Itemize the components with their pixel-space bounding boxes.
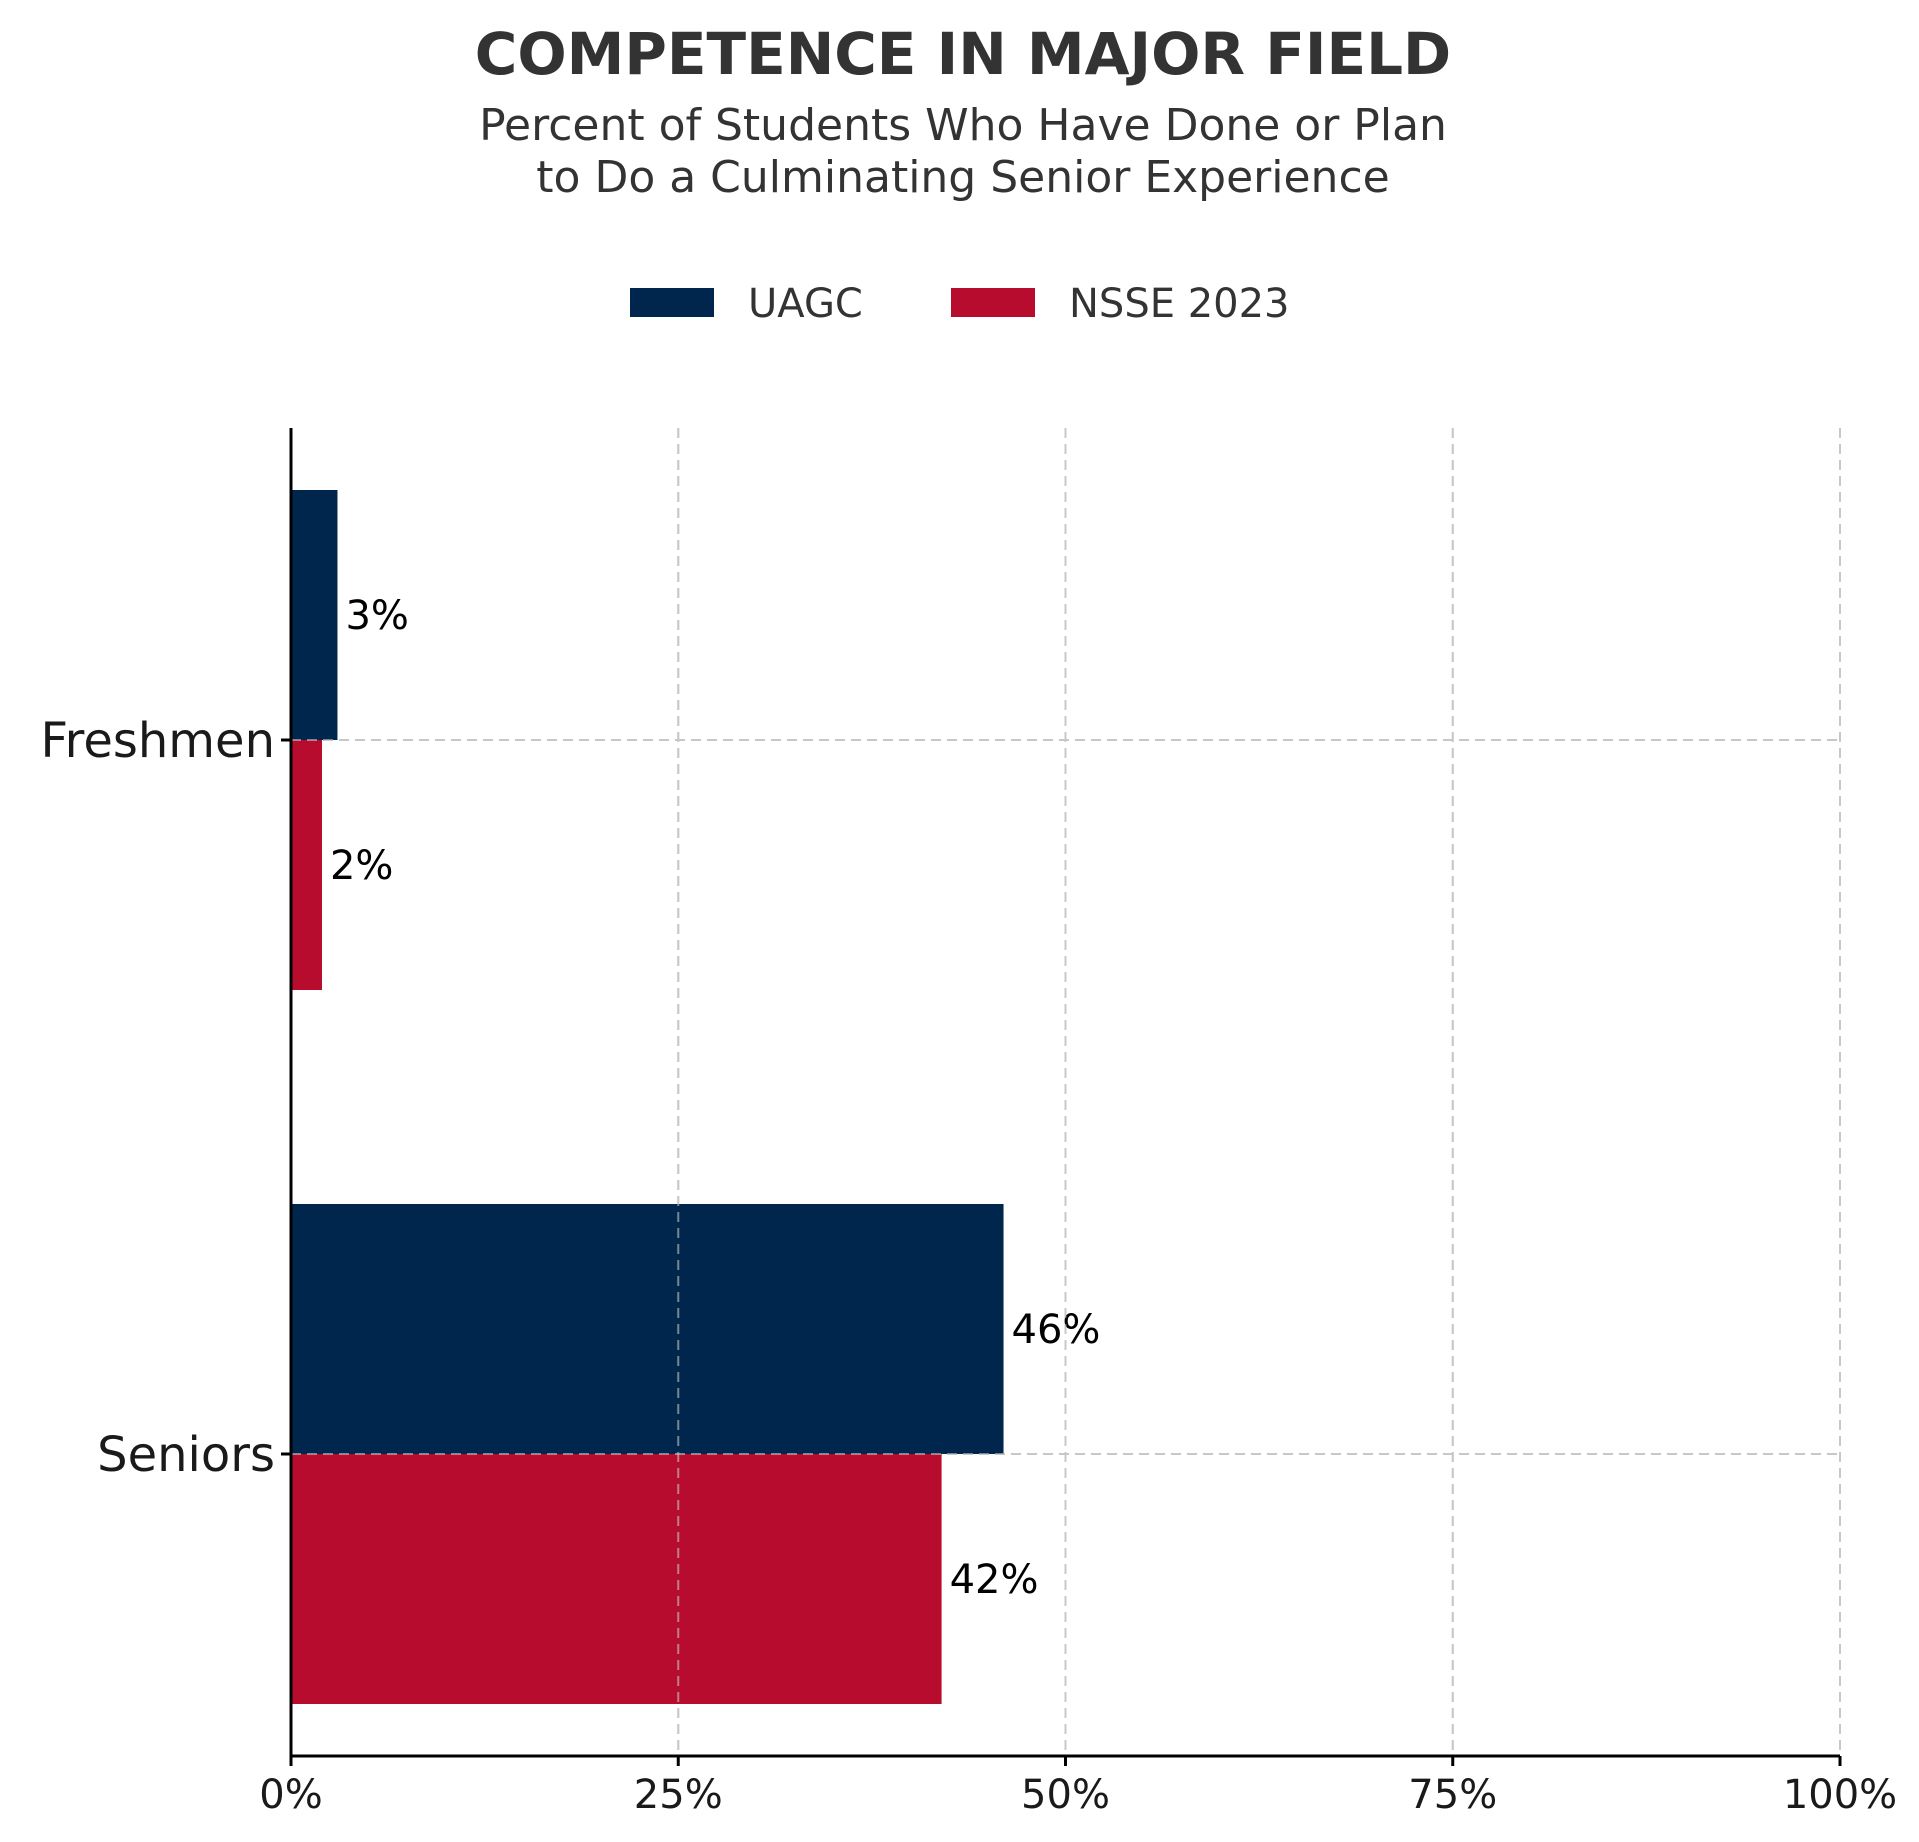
data-label: 3% <box>345 593 408 639</box>
chart-title: COMPETENCE IN MAJOR FIELD <box>475 20 1451 88</box>
x-tick-label: 0% <box>259 1772 322 1818</box>
chart-subtitle-line-1: Percent of Students Who Have Done or Pla… <box>479 100 1447 151</box>
bar-nsse-2023-freshmen <box>291 740 322 990</box>
axes: 0% 25% 50% 75% 100% Freshmen Seniors <box>41 428 1897 1818</box>
x-tick-label: 75% <box>1408 1772 1497 1818</box>
legend-swatch <box>630 288 714 317</box>
data-label: 42% <box>950 1557 1039 1603</box>
data-label: 2% <box>330 843 393 889</box>
bars: 3% 2% 46% 42% <box>291 428 1841 1756</box>
x-tick-label: 25% <box>634 1772 723 1818</box>
category-label: Freshmen <box>41 713 275 769</box>
bar-uagc-seniors <box>291 1204 1004 1454</box>
chart-subtitle-line-2: to Do a Culminating Senior Experience <box>536 152 1389 203</box>
data-label: 46% <box>1012 1307 1101 1353</box>
bar-nsse-2023-seniors <box>291 1454 942 1704</box>
x-tick-label: 100% <box>1783 1772 1897 1818</box>
legend-label: UAGC <box>748 281 863 327</box>
bar-uagc-freshmen <box>291 490 338 740</box>
legend: UAGC NSSE 2023 <box>630 281 1290 327</box>
x-tick-label: 50% <box>1021 1772 1110 1818</box>
category-label: Seniors <box>97 1427 275 1483</box>
legend-label: NSSE 2023 <box>1069 281 1290 327</box>
legend-swatch <box>951 288 1035 317</box>
